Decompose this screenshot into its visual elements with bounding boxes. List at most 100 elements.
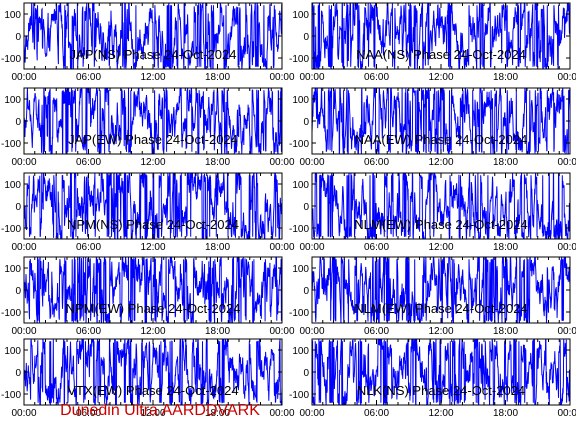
x-tick-label: 06:00 <box>364 326 389 337</box>
x-tick-label: 18:00 <box>205 326 230 337</box>
x-tick-label: 18:00 <box>493 408 518 419</box>
x-tick-label: 00:00 <box>11 326 36 337</box>
y-tick-label: 0 <box>303 202 309 213</box>
y-tick-label: -100 <box>289 224 309 235</box>
x-tick-label: 06:00 <box>76 242 101 253</box>
x-tick-label: 00:00 <box>269 242 294 253</box>
chart-title: NLK(NS) Phase 24-Oct-2024 <box>357 383 525 398</box>
x-tick-label: 18:00 <box>493 157 518 168</box>
chart-title: NPM(NS) Phase 24-Oct-2024 <box>67 217 239 232</box>
x-tick-label: 12:00 <box>428 157 453 168</box>
x-tick-label: 00:00 <box>269 326 294 337</box>
x-tick-label: 00:00 <box>269 72 294 83</box>
y-tick-label: -100 <box>1 224 21 235</box>
y-tick-label: 100 <box>4 346 21 357</box>
series-line <box>312 173 570 239</box>
chart-panel-5: 100 0 -100 00:00 06:00 12:00 18:00 00:00 NPM(NS)… <box>1 172 295 253</box>
x-tick-label: 18:00 <box>205 408 230 419</box>
chart-title: JAP(EW) Phase 24-Oct-2024 <box>68 132 238 147</box>
chart-panel-1: 100 0 -100 00:00 06:00 12:00 18:00 00:00 JAP(NS)… <box>1 2 295 83</box>
y-tick-label: 100 <box>292 95 309 106</box>
x-tick-label: 00:00 <box>557 72 576 83</box>
x-tick-label: 12:00 <box>140 326 165 337</box>
chart-title: NLM(EW) Phase 24-Oct-2024 <box>354 217 527 232</box>
x-tick-label: 18:00 <box>493 326 518 337</box>
x-tick-label: 00:00 <box>557 242 576 253</box>
chart-title: NLM(EW) Phase 24-Oct-2024 <box>354 301 527 316</box>
chart-title: VTX(EW) Phase 24-Oct-2024 <box>67 383 238 398</box>
x-tick-label: 00:00 <box>11 157 36 168</box>
x-tick-label: 18:00 <box>205 157 230 168</box>
series-line <box>24 3 282 69</box>
x-tick-label: 00:00 <box>11 242 36 253</box>
y-tick-label: 0 <box>303 368 309 379</box>
y-tick-label: 100 <box>4 264 21 275</box>
x-tick-label: 06:00 <box>76 157 101 168</box>
y-tick-label: -100 <box>1 390 21 401</box>
y-tick-label: 100 <box>292 346 309 357</box>
y-tick-label: 0 <box>15 202 21 213</box>
x-tick-label: 06:00 <box>76 408 101 419</box>
x-tick-label: 12:00 <box>140 408 165 419</box>
x-tick-label: 12:00 <box>428 408 453 419</box>
y-tick-label: 0 <box>15 117 21 128</box>
x-tick-label: 18:00 <box>493 242 518 253</box>
chart-panel-10: 100 0 -100 00:00 06:00 12:00 18:00 00:00 NLK(NS)… <box>289 338 576 419</box>
y-tick-label: 100 <box>292 180 309 191</box>
x-tick-label: 12:00 <box>140 72 165 83</box>
chart-panel-2: 100 0 -100 00:00 06:00 12:00 18:00 00:00 NAA(NS)… <box>289 2 576 83</box>
chart-title: NPM(EW) Phase 24-Oct-2024 <box>66 301 241 316</box>
x-tick-label: 06:00 <box>364 72 389 83</box>
x-tick-label: 06:00 <box>364 242 389 253</box>
y-tick-label: -100 <box>1 54 21 65</box>
y-tick-label: 100 <box>292 10 309 21</box>
x-tick-label: 06:00 <box>76 72 101 83</box>
x-tick-label: 12:00 <box>428 72 453 83</box>
y-tick-label: 100 <box>4 180 21 191</box>
chart-panel-7: 100 0 -100 00:00 06:00 12:00 18:00 00:00 NPM(EW)… <box>1 256 295 337</box>
y-tick-label: -100 <box>289 54 309 65</box>
x-tick-label: 00:00 <box>299 242 324 253</box>
x-tick-label: 00:00 <box>557 326 576 337</box>
x-tick-label: 06:00 <box>76 326 101 337</box>
chart-panel-8: 100 0 -100 00:00 06:00 12:00 18:00 00:00 NLM(EW)… <box>289 256 576 337</box>
series-line <box>312 339 570 405</box>
chart-title: JAP(NS) Phase 24-Oct-2024 <box>70 47 237 62</box>
series-line <box>24 339 282 405</box>
chart-panel-4: 100 0 -100 00:00 06:00 12:00 18:00 00:00 NAA(EW)… <box>289 87 576 168</box>
x-tick-label: 06:00 <box>364 408 389 419</box>
x-tick-label: 00:00 <box>269 408 294 419</box>
y-tick-label: 0 <box>303 32 309 43</box>
series-line <box>24 257 282 323</box>
x-tick-label: 12:00 <box>140 242 165 253</box>
y-tick-label: 100 <box>4 95 21 106</box>
series-line <box>312 3 570 69</box>
series-line <box>312 88 570 154</box>
x-tick-label: 00:00 <box>11 408 36 419</box>
x-tick-label: 00:00 <box>557 157 576 168</box>
y-tick-label: 100 <box>292 264 309 275</box>
footer-credit: Dunedin Ultra AARDDVARK <box>60 402 260 419</box>
x-tick-label: 00:00 <box>269 157 294 168</box>
y-tick-label: -100 <box>289 139 309 150</box>
x-tick-label: 12:00 <box>428 326 453 337</box>
y-tick-label: 0 <box>303 117 309 128</box>
y-tick-label: -100 <box>289 390 309 401</box>
x-tick-label: 00:00 <box>299 157 324 168</box>
y-tick-label: 100 <box>4 10 21 21</box>
y-tick-label: 0 <box>15 286 21 297</box>
x-tick-label: 00:00 <box>299 326 324 337</box>
y-tick-label: 0 <box>15 368 21 379</box>
chart-title: NAA(EW) Phase 24-Oct-2024 <box>355 132 528 147</box>
chart-panel-9: 100 0 -100 00:00 06:00 12:00 18:00 00:00 VTX(EW)… <box>1 338 295 419</box>
x-tick-label: 18:00 <box>205 72 230 83</box>
series-line <box>312 257 570 323</box>
x-tick-label: 12:00 <box>140 157 165 168</box>
chart-title: NAA(NS) Phase 24-Oct-2024 <box>356 47 526 62</box>
y-tick-label: 0 <box>303 286 309 297</box>
x-tick-label: 00:00 <box>299 72 324 83</box>
x-tick-label: 00:00 <box>299 408 324 419</box>
y-tick-label: -100 <box>289 308 309 319</box>
y-tick-label: -100 <box>1 308 21 319</box>
chart-panel-6: 100 0 -100 00:00 06:00 12:00 18:00 00:00 NLM(EW)… <box>289 172 576 253</box>
